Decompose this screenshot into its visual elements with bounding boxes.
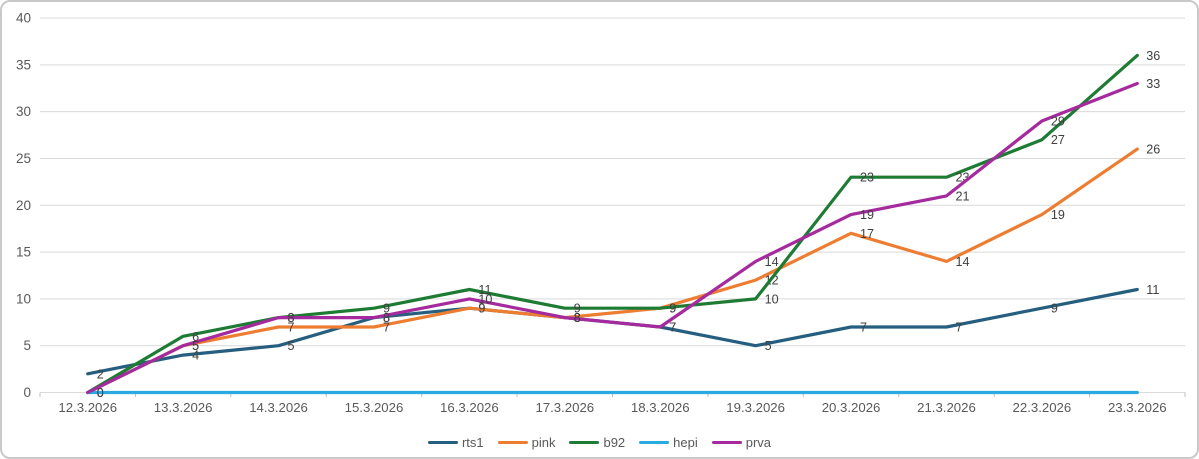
data-label-b92: 36 [1146,49,1160,63]
data-label-rts1: 7 [955,320,962,334]
x-axis-label: 16.3.2026 [440,400,499,415]
data-label-prva: 29 [1051,114,1065,128]
x-axis-label: 12.3.2026 [58,400,117,415]
data-label-prva: 7 [669,320,676,334]
data-label-pink: 7 [288,320,295,334]
data-label-b92: 27 [1051,133,1065,147]
data-label-prva: 8 [288,311,295,325]
legend-swatch-hepi [639,440,670,445]
data-label-b92: 6 [192,330,199,344]
data-label-prva: 8 [383,311,390,325]
data-label-pink: 9 [478,302,485,316]
data-label-pink: 14 [955,255,969,269]
series-line-pink [86,147,1139,395]
data-label-rts1: 8 [383,311,390,325]
data-label-prva: 10 [478,292,492,306]
legend-label-prva: prva [745,435,772,450]
chart-legend: rts1 pink b92 hepi prva [2,435,1197,450]
legend-item-b92: b92 [569,435,625,450]
series-line-prva [86,81,1139,395]
data-label-prva: 8 [574,311,581,325]
legend-label-pink: pink [531,435,556,450]
data-label-rts1: 2 [97,367,104,381]
y-axis-label: 20 [16,198,31,213]
legend-swatch-pink [497,440,528,445]
x-axis-label: 15.3.2026 [345,400,404,415]
data-label-rts1: 5 [288,339,295,353]
legend-swatch-rts1 [427,440,458,445]
data-label-b92: 11 [478,283,491,297]
data-label-prva: 0 [97,386,104,400]
x-axis-label: 14.3.2026 [249,400,308,415]
data-label-rts1: 9 [1051,302,1058,316]
legend-swatch-b92 [569,440,600,445]
x-axis-label: 13.3.2026 [154,400,213,415]
y-axis-label: 30 [16,104,31,119]
data-label-b92: 9 [669,302,676,316]
data-label-pink: 9 [669,302,676,316]
data-label-prva: 14 [765,255,779,269]
x-axis-label: 17.3.2026 [535,400,594,415]
y-axis-label: 10 [16,291,31,306]
data-label-pink: 7 [383,320,390,334]
series-line-rts1 [86,287,1139,376]
x-axis-label: 18.3.2026 [631,400,690,415]
series-line-b92 [86,53,1139,395]
y-axis-label: 35 [16,57,31,72]
legend-item-hepi: hepi [639,435,698,450]
data-label-pink: 5 [192,339,199,353]
data-label-b92: 9 [383,302,390,316]
data-label-b92: 9 [574,302,581,316]
y-axis-label: 15 [16,245,31,260]
data-label-b92: 23 [860,171,874,185]
x-axis-label: 21.3.2026 [917,400,976,415]
y-axis-label: 5 [23,338,31,353]
x-axis-label: 20.3.2026 [822,400,881,415]
x-axis-label: 19.3.2026 [726,400,785,415]
data-label-prva: 33 [1146,77,1160,91]
legend-item-pink: pink [497,435,556,450]
y-axis-label: 25 [16,151,31,166]
data-label-pink: 19 [1051,208,1065,222]
data-label-pink: 17 [860,227,874,241]
legend-item-rts1: rts1 [427,435,484,450]
legend-label-rts1: rts1 [461,435,484,450]
data-label-prva: 19 [860,208,874,222]
data-label-rts1: 4 [192,349,199,363]
data-label-prva: 21 [955,189,969,203]
y-axis-label: 0 [23,385,31,400]
legend-item-prva: prva [711,435,772,450]
legend-label-hepi: hepi [673,435,698,450]
y-axis-label: 40 [16,11,31,26]
data-label-rts1: 11 [1146,283,1159,297]
legend-label-b92: b92 [603,435,626,450]
data-label-pink: 26 [1146,143,1160,157]
x-axis-label: 23.3.2026 [1108,400,1167,415]
data-label-prva: 5 [192,339,199,353]
data-label-rts1: 7 [669,320,676,334]
data-label-rts1: 5 [765,339,772,353]
data-label-rts1: 7 [860,320,867,334]
legend-swatch-prva [711,440,742,445]
data-label-b92: 10 [765,292,779,306]
x-axis-label: 22.3.2026 [1013,400,1072,415]
